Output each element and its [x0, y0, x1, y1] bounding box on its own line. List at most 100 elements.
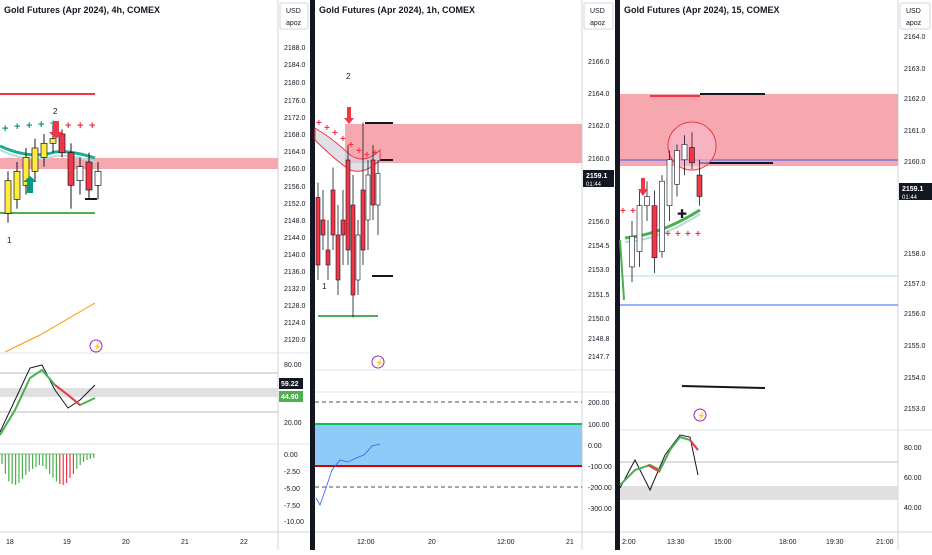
stop-marker-red: + — [316, 118, 322, 129]
price-tick-label: 2164.0 — [284, 149, 306, 156]
price-tick-label: 2161.0 — [904, 128, 926, 135]
scale-mode-label: apoz — [906, 20, 922, 27]
currency-label: USD — [906, 8, 921, 15]
price-tick-label: 2164.0 — [904, 34, 926, 41]
price-tick-label: 2120.0 — [284, 337, 306, 344]
candle-body — [330, 189, 336, 236]
currency-box — [899, 2, 931, 30]
price-tick-label: 2180.0 — [284, 80, 306, 87]
time-tick-label: 20 — [122, 539, 130, 546]
candle-body — [355, 234, 361, 281]
ma-cloud — [314, 127, 381, 172]
alert-lightning-icon-glyph: ⚡ — [375, 358, 384, 367]
cci-band — [315, 424, 582, 466]
chart-title: Gold Futures (Apr 2024), 4h, COMEX — [4, 5, 160, 15]
candle-body — [674, 150, 680, 185]
scale-mode-label: apoz — [286, 20, 302, 27]
stop-marker-red: + — [89, 120, 95, 132]
time-tick-label: 22 — [240, 539, 248, 546]
candle-body — [365, 174, 371, 221]
osc-tick-label: -2.50 — [284, 469, 300, 476]
buy-arrow — [23, 176, 37, 193]
price-tick-label: 2162.0 — [904, 96, 926, 103]
stop-marker-red: + — [695, 229, 701, 240]
candle-body — [375, 173, 381, 206]
time-tick-label: 13:30 — [667, 539, 685, 546]
stop-marker-green: + — [2, 123, 8, 135]
price-tick-label: 2160.0 — [904, 159, 926, 166]
countdown-text: 01:44 — [902, 195, 918, 201]
stop-marker-red: + — [372, 148, 378, 159]
price-tick-label: 2157.0 — [904, 281, 926, 288]
price-tick-label: 2128.0 — [284, 303, 306, 310]
stop-marker-red: + — [685, 229, 691, 240]
wave-label: 1 — [7, 236, 12, 245]
osc-tick-label: 200.00 — [588, 400, 610, 407]
price-tick-label: 2158.0 — [904, 251, 926, 258]
osc-tick-label: 80.00 — [284, 362, 302, 369]
candle-body — [651, 205, 658, 259]
osc-neutral-band — [0, 388, 278, 397]
price-tick-label: 2166.0 — [588, 59, 610, 66]
current-price-text: 2159.1 — [586, 173, 608, 180]
candle-body — [22, 156, 30, 186]
stop-marker-red: + — [77, 120, 83, 132]
sell-arrow — [344, 107, 354, 124]
time-tick-label: 21 — [566, 539, 574, 546]
price-tick-label: 2155.0 — [904, 343, 926, 350]
price-tick-label: 2136.0 — [284, 269, 306, 276]
price-tick-label: 2160.0 — [284, 166, 306, 173]
osc-tick-label: 60.00 — [904, 475, 922, 482]
wave-label: 1 — [322, 282, 327, 291]
price-tick-label: 2162.0 — [588, 123, 610, 130]
stop-marker-red: + — [65, 120, 71, 132]
time-tick-label: 12:00 — [497, 539, 515, 546]
alert-lightning-icon[interactable] — [89, 339, 103, 353]
supply-zone — [345, 124, 582, 163]
candle-body — [340, 219, 346, 236]
price-tick-label: 2153.0 — [588, 267, 610, 274]
currency-label: USD — [590, 8, 605, 15]
time-tick-label: 18:00 — [779, 539, 797, 546]
candle-body — [58, 133, 66, 154]
osc-tick-label: 40.00 — [904, 505, 922, 512]
chart-title: Gold Futures (Apr 2024), 15, COMEX — [624, 5, 780, 15]
candle-body — [325, 249, 331, 266]
candle-body — [67, 152, 75, 186]
candle-body — [345, 159, 351, 251]
time-tick-label: 21 — [181, 539, 189, 546]
current-price-badge — [583, 170, 614, 187]
stoch-d-line — [619, 435, 699, 486]
chart-title: Gold Futures (Apr 2024), 1h, COMEX — [319, 5, 475, 15]
price-tick-label: 2144.0 — [284, 235, 306, 242]
alert-lightning-icon[interactable] — [371, 355, 385, 369]
stop-marker-red: + — [332, 128, 338, 139]
currency-box — [279, 2, 309, 30]
osc-tick-label: 100.00 — [588, 422, 610, 429]
current-price-text: 2159.1 — [902, 186, 924, 193]
supply-zone — [0, 158, 278, 169]
stop-marker-green: + — [38, 119, 44, 131]
time-tick-label: 20 — [428, 539, 436, 546]
value-badge-text: 44.90 — [281, 394, 299, 401]
osc-tick-label: -200.00 — [588, 485, 612, 492]
ma-ribbon — [0, 144, 96, 160]
price-tick-label: 2156.0 — [588, 219, 610, 226]
value-badge — [279, 378, 303, 389]
supply-zone — [620, 94, 898, 166]
ma-ribbon-lower — [0, 149, 96, 163]
candle-body — [696, 174, 703, 197]
time-tick-label: 19:30 — [826, 539, 844, 546]
price-tick-label: 2147.7 — [588, 354, 610, 361]
price-tick-label: 2132.0 — [284, 286, 306, 293]
candle-body — [659, 180, 665, 252]
candle-body — [13, 170, 21, 200]
candle-body — [360, 189, 366, 251]
alert-lightning-icon[interactable] — [693, 408, 707, 422]
price-tick-label: 2153.0 — [904, 406, 926, 413]
stop-marker-green: + — [26, 120, 32, 132]
osc-tick-label: 20.00 — [284, 420, 302, 427]
price-tick-label: 2148.0 — [284, 218, 306, 225]
price-tick-label: 2150.0 — [588, 316, 610, 323]
